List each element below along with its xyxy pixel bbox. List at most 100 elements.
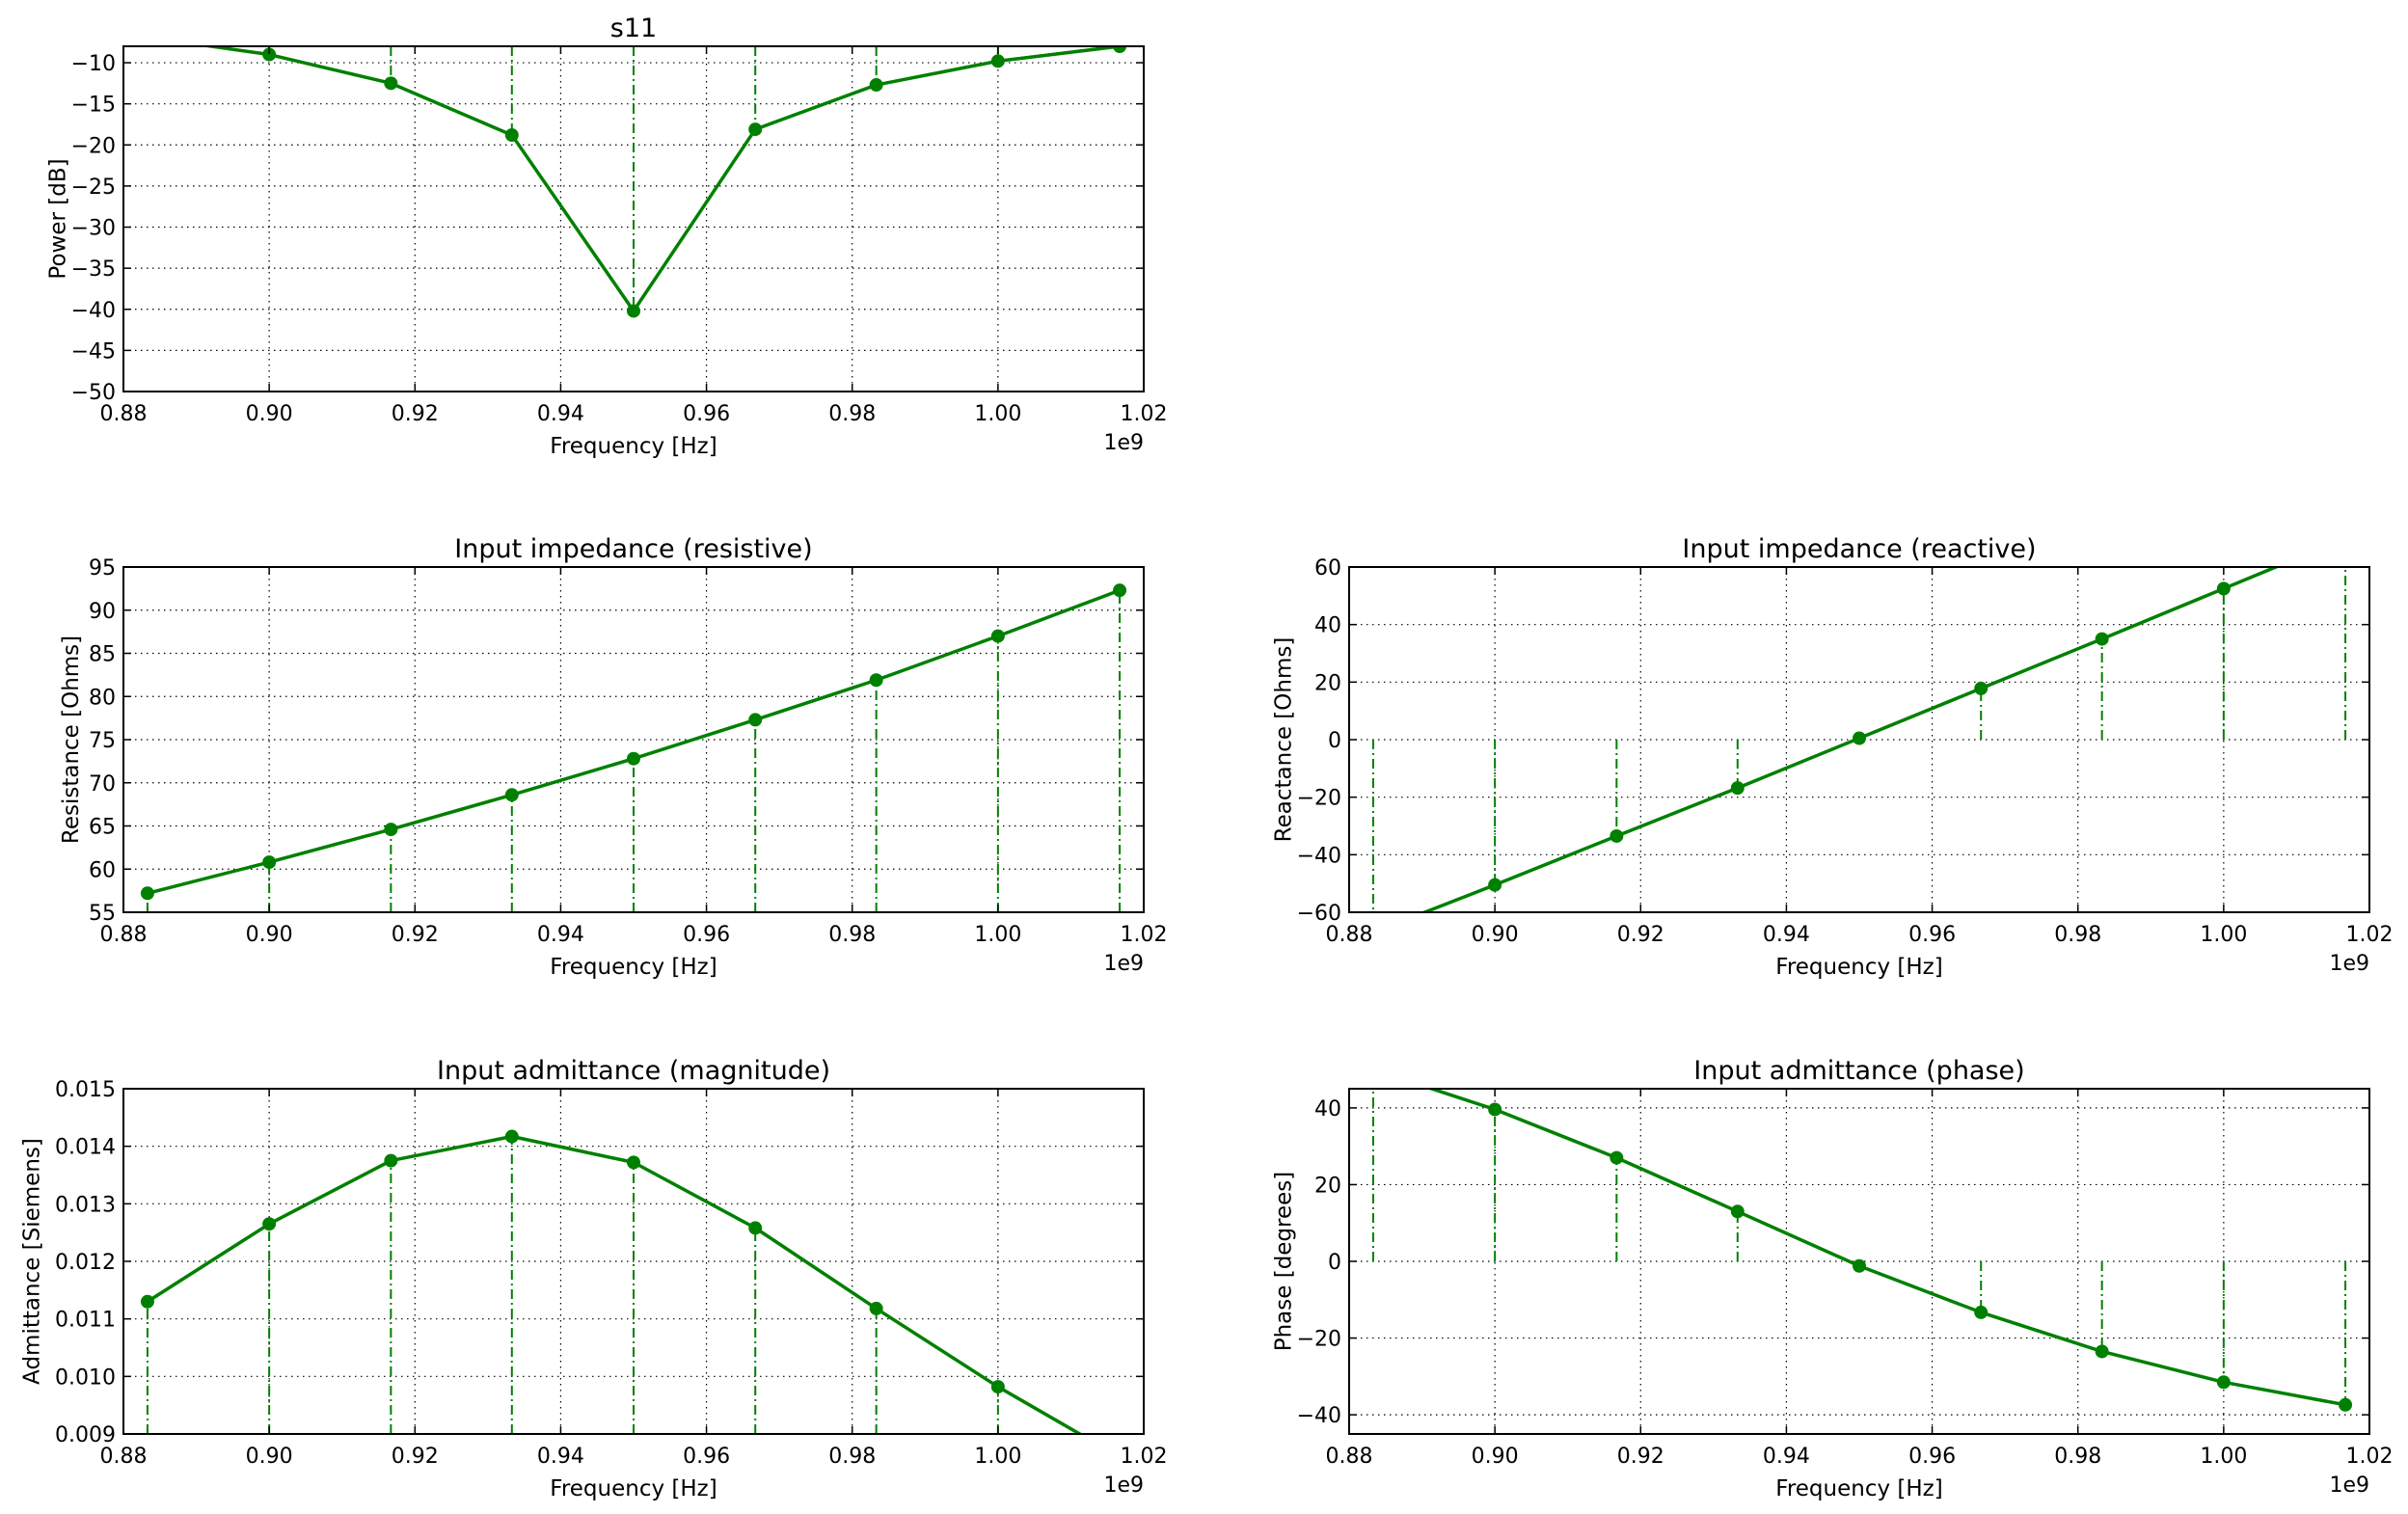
x-axis-label: Frequency [Hz]	[1775, 955, 1942, 980]
y-tick-label: 95	[89, 556, 116, 581]
x-tick-label: 0.88	[1326, 1445, 1373, 1469]
data-point	[869, 1301, 883, 1315]
data-point	[1974, 1305, 1989, 1319]
y-tick-label: 0.013	[55, 1193, 116, 1217]
admittance-phase-chart: 0.88 0.90 0.92 0.94 0.96 0.98 1.00 1.02 −40 −20 0 2…	[1272, 1056, 2394, 1501]
data-point	[2339, 1397, 2353, 1412]
y-tick-label: 0.009	[55, 1423, 116, 1447]
y-tick-label: −40	[1297, 844, 1341, 868]
x-offset-label: 1e9	[1103, 952, 1144, 976]
x-tick-label: 1.00	[2200, 1445, 2247, 1469]
x-tick-label: 0.98	[2054, 1445, 2101, 1469]
x-tick-label: 0.98	[2054, 923, 2101, 947]
x-tick-label: 1.00	[974, 402, 1021, 426]
series-line	[1425, 1089, 2346, 1407]
data-point	[262, 1217, 277, 1231]
x-tick-label: 1.02	[2346, 923, 2394, 947]
data-point	[504, 128, 519, 143]
y-tick-label: 0.014	[55, 1136, 116, 1160]
x-tick-label: 0.90	[246, 1445, 293, 1469]
x-tick-label: 1.02	[1121, 402, 1168, 426]
x-tick-label: 0.96	[683, 923, 730, 947]
x-tick-label: 0.90	[246, 402, 293, 426]
y-tick-label: 55	[89, 902, 116, 926]
x-tick-label: 1.02	[1121, 923, 1168, 947]
x-offset-label: 1e9	[1103, 431, 1144, 455]
x-tick-label: 0.98	[828, 402, 876, 426]
x-tick-label: 1.00	[2200, 923, 2247, 947]
x-tick-label: 0.90	[246, 923, 293, 947]
y-tick-label: 20	[1314, 671, 1341, 695]
data-point	[1610, 1150, 1624, 1165]
y-tick-label: −25	[71, 176, 116, 200]
data-point	[1113, 583, 1127, 598]
data-point	[1853, 731, 1866, 745]
x-tick-label: 1.02	[1121, 1445, 1168, 1469]
data-point	[2216, 1375, 2231, 1390]
chart-title: Input admittance (phase)	[1693, 1056, 2024, 1086]
data-point	[1488, 1102, 1502, 1117]
s11-chart: 0.88 0.90 0.92 0.94 0.96 0.98 1.00 1.02 −50 −45 −4…	[46, 14, 1168, 459]
data-point	[990, 54, 1005, 68]
x-tick-label: 0.90	[1472, 923, 1519, 947]
y-tick-label: 0.011	[55, 1309, 116, 1333]
y-tick-label: −40	[71, 299, 116, 323]
y-tick-label: −20	[1297, 787, 1341, 811]
y-tick-label: −45	[71, 339, 116, 364]
admittance-magnitude-chart: 0.88 0.90 0.92 0.94 0.96 0.98 1.00 1.02 0.009 0.0…	[20, 1056, 1168, 1501]
y-tick-label: −50	[71, 381, 116, 405]
y-tick-label: 70	[89, 772, 116, 797]
x-axis-label: Frequency [Hz]	[550, 955, 717, 980]
y-tick-label: −40	[1297, 1404, 1341, 1428]
y-tick-label: 60	[89, 858, 116, 882]
x-tick-label: 0.92	[1617, 1445, 1664, 1469]
data-point	[748, 122, 763, 137]
data-point	[2095, 632, 2109, 646]
y-axis-label: Resistance [Ohms]	[59, 635, 84, 844]
chart-title: Input admittance (magnitude)	[437, 1056, 830, 1086]
y-axis-label: Phase [degrees]	[1272, 1172, 1297, 1352]
x-axis-label: Frequency [Hz]	[1775, 1476, 1942, 1501]
data-point	[262, 855, 277, 870]
y-tick-label: −20	[71, 134, 116, 158]
data-point	[1974, 681, 1989, 695]
resistive-chart: 0.88 0.90 0.92 0.94 0.96 0.98 1.00 1.02 55 60 65 70…	[59, 534, 1167, 980]
y-tick-label: 0.015	[55, 1078, 116, 1102]
x-tick-label: 1.00	[974, 923, 1021, 947]
y-tick-label: −20	[1297, 1328, 1341, 1352]
data-point	[627, 1155, 640, 1170]
data-point	[869, 673, 883, 688]
data-point	[1488, 878, 1502, 892]
y-tick-label: 90	[89, 600, 116, 624]
data-point	[990, 629, 1005, 643]
y-tick-label: −35	[71, 257, 116, 282]
y-tick-label: 40	[1314, 1097, 1341, 1122]
y-tick-label: 0.010	[55, 1365, 116, 1390]
data-point	[869, 78, 883, 93]
data-point	[384, 823, 398, 837]
x-tick-label: 0.98	[828, 1445, 876, 1469]
chart-title: Input impedance (reactive)	[1682, 534, 2036, 564]
data-point	[2216, 581, 2231, 596]
y-tick-label: 85	[89, 643, 116, 667]
data-point	[2340, 532, 2352, 545]
y-tick-label: 60	[1314, 556, 1341, 581]
x-tick-label: 0.88	[1326, 923, 1373, 947]
data-point	[141, 31, 153, 43]
x-tick-label: 0.94	[537, 402, 584, 426]
y-axis-label: Admittance [Siemens]	[20, 1138, 45, 1385]
data-point	[384, 76, 398, 91]
chart-title: s11	[610, 14, 657, 43]
x-tick-label: 0.92	[1617, 923, 1664, 947]
x-offset-label: 1e9	[2329, 1473, 2369, 1498]
y-tick-label: 0.012	[55, 1251, 116, 1275]
x-tick-label: 0.92	[392, 923, 439, 947]
x-tick-label: 0.88	[100, 1445, 148, 1469]
data-point	[1730, 781, 1745, 796]
y-tick-label: 0	[1328, 729, 1341, 753]
x-tick-label: 0.94	[1763, 1445, 1810, 1469]
x-tick-label: 0.94	[1763, 923, 1810, 947]
reactive-chart: 0.88 0.90 0.92 0.94 0.96 0.98 1.00 1.02 −60 −40 −2…	[1272, 532, 2394, 980]
x-tick-label: 0.88	[100, 923, 148, 947]
